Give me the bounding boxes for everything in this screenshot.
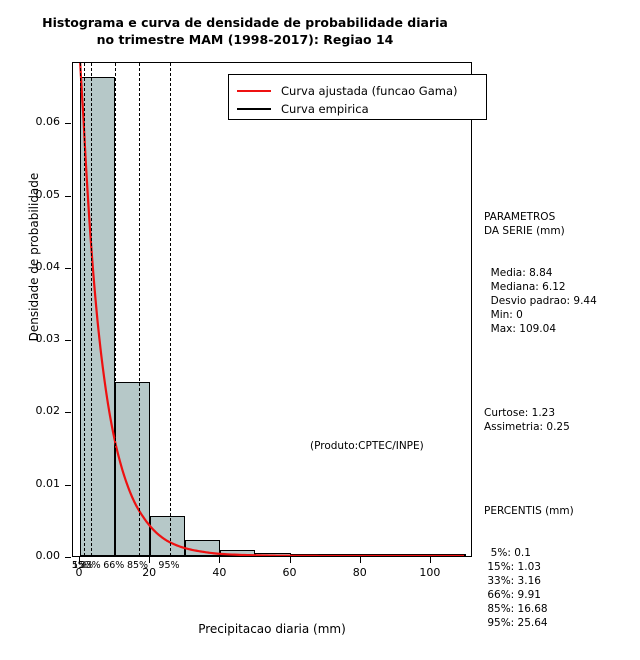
percentile-label: 66%	[103, 560, 125, 571]
legend-swatch-fitted	[237, 90, 271, 92]
y-tick	[65, 195, 71, 197]
percentil-line: 85%: 16.68	[484, 603, 548, 615]
y-tick-label: 0.02	[35, 404, 61, 418]
params-list: Media: 8.84 Mediana: 6.12 Desvio padrao:…	[484, 266, 597, 336]
x-axis-label: Precipitacao diaria (mm)	[198, 622, 346, 636]
percentile-line	[138, 63, 140, 556]
statistics-panel: PARAMETROS DA SERIE (mm) Media: 8.84 Med…	[484, 182, 597, 658]
percentile-label: 15%	[72, 560, 94, 571]
y-tick-label: 0.00	[35, 549, 61, 562]
percentile-label: 95%	[158, 560, 180, 571]
y-tick	[65, 340, 71, 342]
y-tick	[65, 412, 71, 414]
param-line: Desvio padrao: 9.44	[484, 295, 597, 307]
histogram-bar	[150, 515, 186, 556]
y-axis: 0.00 0.01 0.02 0.03 0.04 0.05 0.06	[36, 62, 72, 562]
chart-title: Histograma e curva de densidade de proba…	[42, 15, 448, 47]
produto-note: (Produto:CPTEC/INPE)	[310, 440, 424, 452]
percentil-line: 5%: 0.1	[484, 547, 531, 559]
shape-stats-list: Curtose: 1.23 Assimetria: 0.25	[484, 406, 597, 434]
legend-swatch-empirical	[237, 108, 271, 110]
y-tick-label: 0.01	[35, 476, 61, 490]
percentil-line: 33%: 3.16	[484, 575, 541, 587]
percentil-line: 95%: 25.64	[484, 617, 548, 629]
shape-stat-line: Curtose: 1.23	[484, 407, 556, 419]
x-tick-label: 40	[212, 566, 227, 579]
x-tick-label: 60	[282, 566, 297, 579]
x-axis: 0 20 40 60 80 100	[72, 557, 472, 579]
percentile-label: 85%	[126, 560, 149, 571]
percentile-line	[80, 63, 82, 556]
params-header: PARAMETROS DA SERIE (mm)	[484, 211, 565, 237]
plot-area	[72, 62, 472, 557]
percentile-line	[169, 63, 171, 556]
y-tick	[65, 123, 71, 125]
y-tick-label: 0.05	[35, 187, 61, 201]
x-tick-label: 20	[142, 566, 157, 579]
percentile-line	[91, 63, 93, 556]
param-line: Min: 0	[484, 309, 523, 321]
y-tick-label: 0.06	[35, 115, 61, 129]
percentis-header: PERCENTIS (mm)	[484, 505, 574, 517]
legend-label-empirical: Curva empirica	[281, 102, 369, 116]
x-tick-label: 80	[352, 566, 367, 579]
param-line: Media: 8.84	[484, 267, 553, 279]
y-axis-label: Densidade de probabilidade	[27, 172, 41, 342]
y-tick-label: 0.04	[35, 259, 61, 273]
param-line: Mediana: 6.12	[484, 281, 566, 293]
percentile-label: 33%	[79, 560, 101, 571]
percentile-line	[83, 63, 85, 556]
percentile-line	[114, 63, 116, 556]
gamma-curve	[73, 63, 471, 556]
percentil-line: 15%: 1.03	[484, 561, 541, 573]
param-line: Max: 109.04	[484, 323, 556, 335]
x-tick	[289, 557, 291, 563]
chart-legend: Curva ajustada (funcao Gama) Curva empir…	[228, 74, 487, 120]
y-tick	[65, 267, 71, 269]
percentil-line: 66%: 9.91	[484, 589, 541, 601]
y-tick	[65, 484, 71, 486]
x-tick-label: 100	[419, 566, 441, 579]
x-tick-label: 0	[75, 566, 83, 579]
x-tick	[79, 557, 81, 563]
legend-label-fitted: Curva ajustada (funcao Gama)	[281, 84, 458, 98]
y-tick	[65, 557, 71, 558]
shape-stat-line: Assimetria: 0.25	[484, 421, 570, 433]
percentis-list: 5%: 0.1 15%: 1.03 33%: 3.16 66%: 9.91 85…	[484, 546, 597, 630]
x-tick	[429, 557, 431, 563]
x-tick	[149, 557, 151, 563]
x-tick	[359, 557, 361, 563]
percentile-label: 5%	[71, 560, 87, 571]
y-tick-label: 0.03	[35, 332, 61, 346]
x-tick	[219, 557, 221, 563]
